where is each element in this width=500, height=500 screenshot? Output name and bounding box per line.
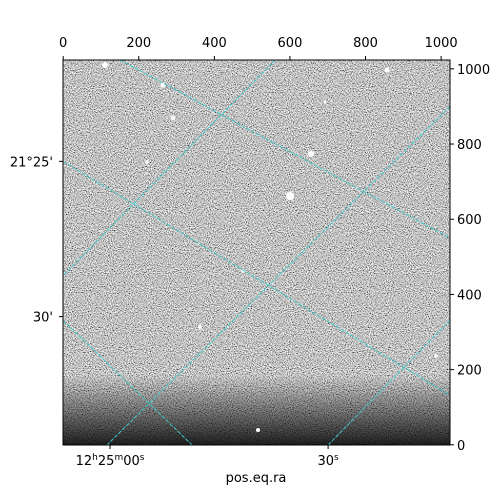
ra-tick-label: 30s (317, 453, 339, 469)
grid-line (327, 320, 450, 445)
ra-label-part: m (114, 453, 123, 463)
dec-tick-label: 21°25' (10, 155, 53, 170)
x-tick-label: 800 (353, 36, 378, 51)
image (63, 60, 450, 445)
grid-line (63, 60, 276, 276)
y-tick-label: 800 (457, 138, 482, 153)
y-tick-label: 200 (457, 364, 482, 379)
x-axis-label: pos.eq.ra (226, 471, 287, 486)
grid-line (63, 160, 450, 396)
ra-label-part: s (334, 453, 339, 463)
ra-label-part: h (92, 453, 98, 463)
x-tick-label: 600 (278, 36, 303, 51)
dec-tick-label: 30' (33, 311, 53, 326)
x-tick-label: 200 (126, 36, 151, 51)
ra-label-part: s (140, 453, 145, 463)
y-tick-label: 600 (457, 213, 482, 228)
y-tick-label: 1000 (457, 63, 490, 78)
x-tick-label: 0 (59, 36, 67, 51)
ra-label-part: 00 (123, 454, 140, 469)
x-tick-label: 400 (202, 36, 227, 51)
ra-label-part: 30 (317, 454, 334, 469)
y-tick-label: 0 (457, 439, 465, 454)
grid-line (63, 320, 193, 445)
y-tick-label: 400 (457, 288, 482, 303)
bottom-shade (63, 60, 450, 445)
ra-label-part: 25 (98, 454, 115, 469)
ra-tick-label: 12h25m00s (76, 453, 145, 469)
stars (102, 62, 438, 432)
x-tick-label: 1000 (425, 36, 458, 51)
grid-line (106, 106, 450, 445)
grid-line (120, 60, 450, 239)
frame (62, 59, 451, 446)
world-grid (63, 60, 450, 445)
ra-label-part: 12 (76, 454, 93, 469)
